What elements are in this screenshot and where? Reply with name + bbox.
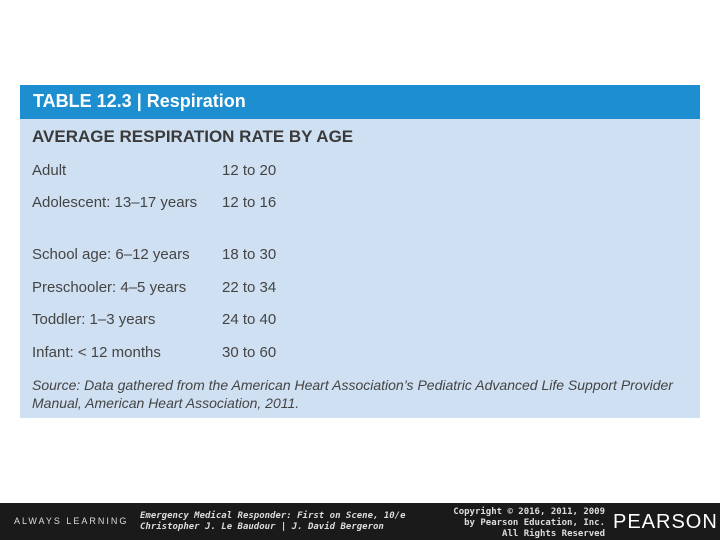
age-group: Preschooler: 4–5 years	[32, 279, 187, 296]
table-subtitle: AVERAGE RESPIRATION RATE BY AGE	[32, 127, 354, 146]
age-group: Adult	[32, 162, 67, 179]
book-authors: Christopher J. Le Baudour | J. David Ber…	[140, 522, 384, 532]
rate: 18 to 30	[222, 246, 277, 263]
rate: 12 to 16	[222, 194, 277, 211]
rate: 30 to 60	[222, 344, 277, 361]
copyright: Copyright © 2016, 2011, 2009	[453, 507, 605, 517]
footer-bar	[0, 503, 720, 540]
table-header-bar	[20, 85, 700, 119]
rate: 24 to 40	[222, 311, 277, 328]
rate: 12 to 20	[222, 162, 277, 179]
age-group: Toddler: 1–3 years	[32, 311, 156, 328]
book-title: Emergency Medical Responder: First on Sc…	[140, 511, 406, 521]
logo: PEARSON	[613, 511, 718, 533]
age-group: Infant: < 12 months	[32, 344, 161, 361]
source-note: Source: Data gathered from the American …	[32, 377, 673, 411]
table-body	[20, 119, 700, 418]
table-title: TABLE 12.3 | Respiration	[33, 91, 246, 111]
tagline: ALWAYS LEARNING	[14, 516, 129, 526]
age-group: School age: 6–12 years	[32, 246, 190, 263]
copyright: by Pearson Education, Inc.	[464, 518, 605, 528]
age-group: Adolescent: 13–17 years	[32, 194, 198, 211]
copyright: All Rights Reserved	[502, 529, 605, 539]
rate: 22 to 34	[222, 279, 277, 296]
